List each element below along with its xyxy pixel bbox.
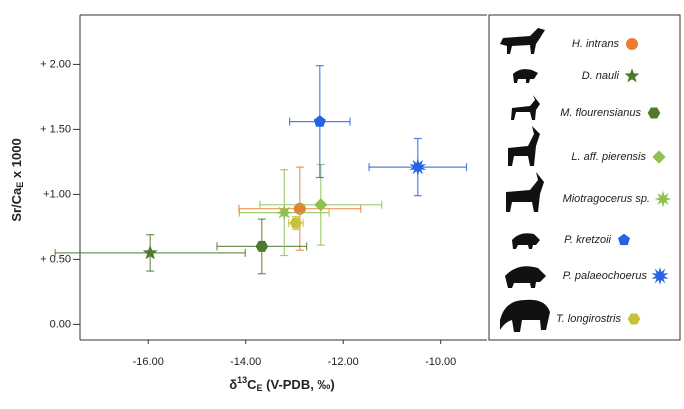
silhouette-bovid [506, 172, 544, 212]
legend-label: L. aff. pierensis [571, 151, 646, 163]
legend-marker [652, 150, 666, 164]
silhouette-elephant [500, 299, 550, 332]
legend-label: P. kretzoii [564, 234, 611, 246]
marker [313, 115, 326, 127]
x-tick-label: -10.00 [425, 356, 456, 368]
marker [289, 217, 303, 229]
legend-marker [618, 233, 630, 246]
y-tick-label: + 2.00 [40, 58, 71, 70]
legend-marker [651, 267, 669, 285]
legend-marker [624, 68, 640, 83]
y-tick-label: + 0.50 [40, 253, 71, 265]
legend-silhouettes [500, 28, 550, 332]
silhouette-horse [500, 28, 545, 54]
legend-marker [654, 190, 672, 208]
x-axis-label: δ13CE (V-PDB, ‰) [229, 375, 335, 393]
x-tick-label: -14.00 [230, 356, 261, 368]
silhouette-pig-small [512, 233, 540, 249]
legend-label: T. longirostris [556, 313, 622, 325]
marker [409, 158, 427, 177]
legend-box [488, 14, 681, 341]
legend-label: D. nauli [582, 70, 620, 82]
legend-marker [647, 107, 661, 119]
silhouette-deer [511, 95, 540, 120]
legend-label: M. flourensianus [560, 107, 641, 119]
silhouette-pig [505, 266, 546, 288]
x-tick-label: -16.00 [133, 356, 164, 368]
silhouette-antelope [508, 126, 540, 166]
y-tick-label: +1.00 [43, 188, 71, 200]
y-tick-label: + 1.50 [40, 123, 71, 135]
legend-marker [626, 38, 638, 50]
marker [255, 240, 269, 252]
x-tick-label: -12.00 [328, 356, 359, 368]
silhouette-deer-small [513, 69, 538, 83]
marker [314, 198, 328, 212]
legend-label: Miotragocerus sp. [563, 193, 650, 205]
marker [142, 245, 158, 260]
y-tick-label: 0.00 [50, 318, 71, 330]
marker [275, 204, 293, 221]
legend-label: H. intrans [572, 38, 620, 50]
y-axis-label: Sr/CaE x 1000 [9, 138, 25, 221]
marker [293, 202, 306, 215]
legend-label: P. palaeochoerus [563, 270, 648, 282]
legend-marker [627, 313, 641, 325]
